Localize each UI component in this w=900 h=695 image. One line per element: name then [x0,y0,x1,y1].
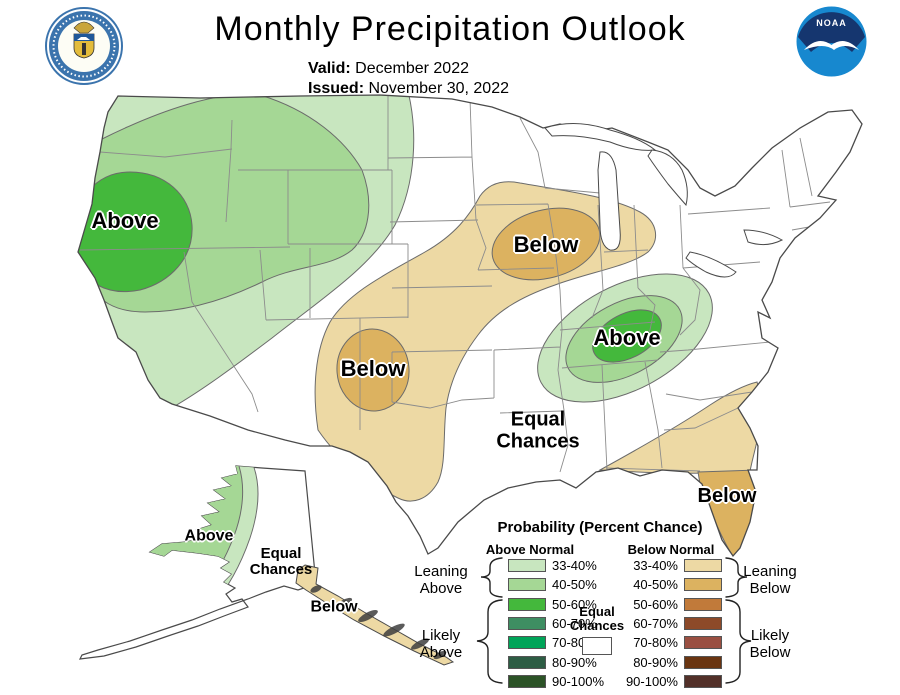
legend-row-above: 40-50% [508,577,597,593]
state-boundaries [79,96,831,473]
legend-row-below: 33-40% [622,559,722,572]
legend-row-below: 60-70% [622,615,722,631]
conus-outline [77,94,863,558]
legend-swatch [684,559,722,572]
legend-swatch [508,616,546,630]
issued-value: November 30, 2022 [368,80,509,97]
great-lakes [544,122,784,278]
legend-leaning-above-label: Leaning Above [414,563,468,597]
alaska-panhandle-mountains [310,585,447,660]
map-label-alaska-equal-chances: Equal Chances [249,544,313,578]
legend-range-label: 90-100% [552,673,605,689]
legend-swatch [684,597,722,611]
legend-row-below: 50-60% [622,596,722,612]
legend-swatch [684,616,722,630]
valid-value: December 2022 [355,60,469,77]
noaa-logo-text: NOAA [816,18,847,28]
legend-swatch [508,597,546,611]
legend-equal-chances: Equal Chances [557,591,637,669]
legend-row-above: 90-100% [508,673,605,689]
map-label-alaska-below: Below [310,598,358,616]
brace-likely-above [476,599,503,684]
region-texas-below-40-50 [336,328,410,412]
legend-likely-above-label: Likely Above [419,627,463,661]
map-label-florida-below: Below [697,485,757,508]
valid-label: Valid: [308,60,351,77]
legend-row-above: 33-40% [508,559,597,572]
legend-below-normal-header: Below Normal [627,542,715,557]
issued-label: Issued: [308,80,365,97]
legend-swatch [684,655,722,669]
valid-line: Valid: December 2022 [308,59,509,79]
issued-line: Issued: November 30, 2022 [308,79,509,99]
legend-above-normal-header: Above Normal [485,542,575,557]
legend-range-label: 33-40% [552,558,597,573]
map-label-southplains-below: Below [340,356,406,382]
legend-range-label: 33-40% [633,558,678,573]
legend-range-label: 80-90% [552,654,597,670]
legend-swatch [508,578,546,592]
legend-range-label: 50-60% [633,596,678,612]
map-label-tnvalley-above: Above [593,325,661,351]
legend-range-label: 90-100% [625,673,678,689]
legend-likely-below-label: Likely Below [749,627,791,661]
lake-michigan [597,151,621,251]
legend-equal-chances-label: Equal Chances [569,604,625,633]
map-label-conus-equal-chances: Equal Chances [496,408,580,452]
lake-erie [685,251,737,278]
legend-range-label: 40-50% [552,577,597,593]
legend-range-label: 60-70% [633,615,678,631]
legend-swatch [684,578,722,592]
legend-row-above: 50-60% [508,596,597,612]
legend-swatch [508,674,546,688]
map-label-alaska-above: Above [184,527,234,545]
legend-swatch [508,636,546,650]
page-title: Monthly Precipitation Outlook [214,10,686,48]
legend-leaning-below-label: Leaning Below [743,563,797,597]
legend-range-label: 50-60% [552,596,597,612]
legend-range-label: 40-50% [633,577,678,593]
region-west-above-50-60 [78,171,193,293]
legend-row-above: 80-90% [508,654,597,670]
alaska-landmass [78,465,317,660]
legend-range-label: 70-80% [633,635,678,651]
legend-row-below: 90-100% [622,673,722,689]
noaa-logo-icon: NOAA [796,6,867,77]
legend-swatch [684,636,722,650]
legend-swatch [508,655,546,669]
brace-leaning-above [480,557,503,598]
lake-huron [647,149,688,207]
legend-swatch [508,559,546,572]
legend-swatch [684,674,722,688]
legend-braces [476,557,752,684]
legend-range-label: 80-90% [633,654,678,670]
legend-title: Probability (Percent Chance) [497,519,703,536]
legend-row-below: 70-80% [622,635,722,651]
legend-row-above: 60-70% [508,615,597,631]
brace-likely-below [725,599,752,684]
lake-ontario [743,229,784,246]
map-label-midwest-below: Below [513,232,579,258]
legend-range-label: 60-70% [552,615,597,631]
brace-leaning-below [725,557,748,598]
map-label-west-above: Above [91,208,159,234]
department-of-commerce-seal-icon [45,7,123,85]
legend-row-below: 40-50% [622,577,722,593]
legend-equal-chances-swatch [582,637,612,655]
legend-row-below: 80-90% [622,654,722,670]
valid-issued-block: Valid: December 2022 Issued: November 30… [308,59,509,99]
